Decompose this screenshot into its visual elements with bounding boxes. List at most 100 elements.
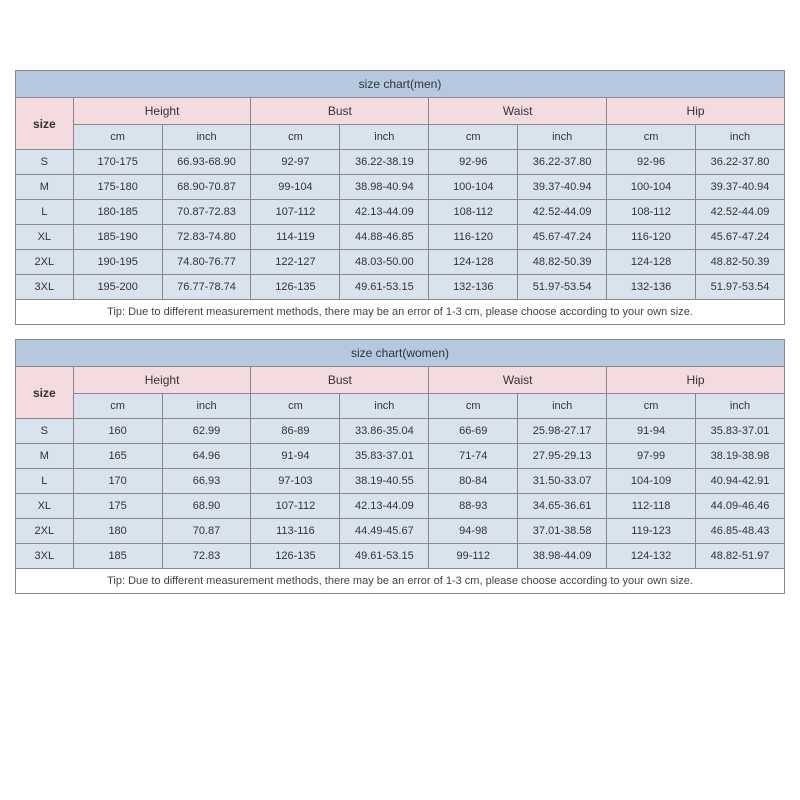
measurement-cell: 99-104 <box>251 175 340 200</box>
size-label: S <box>16 419 74 444</box>
table-row: M16564.9691-9435.83-37.0171-7427.95-29.1… <box>16 444 785 469</box>
measurement-cell: 107-112 <box>251 200 340 225</box>
measurement-cell: 38.19-38.98 <box>696 444 785 469</box>
table-row: L17066.9397-10338.19-40.5580-8431.50-33.… <box>16 469 785 494</box>
table-row: M175-18068.90-70.8799-10438.98-40.94100-… <box>16 175 785 200</box>
table-row: 2XL18070.87113-11644.49-45.6794-9837.01-… <box>16 519 785 544</box>
measurement-cell: 70.87 <box>162 519 251 544</box>
size-label: XL <box>16 494 74 519</box>
measurement-cell: 64.96 <box>162 444 251 469</box>
size-label: XL <box>16 225 74 250</box>
measurement-header: Height <box>73 367 251 394</box>
measurement-cell: 37.01-38.58 <box>518 519 607 544</box>
measurement-cell: 104-109 <box>607 469 696 494</box>
table-row: 3XL18572.83126-13549.61-53.1599-11238.98… <box>16 544 785 569</box>
measurement-cell: 170-175 <box>73 150 162 175</box>
measurement-cell: 44.09-46.46 <box>696 494 785 519</box>
unit-cm: cm <box>429 125 518 150</box>
measurement-cell: 80-84 <box>429 469 518 494</box>
measurement-cell: 72.83-74.80 <box>162 225 251 250</box>
measurement-cell: 124-128 <box>429 250 518 275</box>
unit-cm: cm <box>73 125 162 150</box>
measurement-cell: 34.65-36.61 <box>518 494 607 519</box>
measurement-cell: 42.52-44.09 <box>696 200 785 225</box>
measurement-cell: 175-180 <box>73 175 162 200</box>
measurement-cell: 49.61-53.15 <box>340 544 429 569</box>
measurement-cell: 42.52-44.09 <box>518 200 607 225</box>
tip-text: Tip: Due to different measurement method… <box>16 300 785 325</box>
unit-inch: inch <box>518 394 607 419</box>
unit-cm: cm <box>251 125 340 150</box>
measurement-cell: 180-185 <box>73 200 162 225</box>
measurement-cell: 185 <box>73 544 162 569</box>
measurement-cell: 190-195 <box>73 250 162 275</box>
measurement-cell: 92-96 <box>607 150 696 175</box>
measurement-cell: 38.19-40.55 <box>340 469 429 494</box>
unit-cm: cm <box>607 394 696 419</box>
measurement-cell: 48.82-50.39 <box>696 250 785 275</box>
measurement-cell: 132-136 <box>429 275 518 300</box>
measurement-cell: 25.98-27.17 <box>518 419 607 444</box>
table-gap <box>15 325 785 339</box>
measurement-cell: 48.03-50.00 <box>340 250 429 275</box>
measurement-cell: 94-98 <box>429 519 518 544</box>
table-row: XL17568.90107-11242.13-44.0988-9334.65-3… <box>16 494 785 519</box>
unit-inch: inch <box>340 125 429 150</box>
measurement-cell: 38.98-40.94 <box>340 175 429 200</box>
measurement-cell: 27.95-29.13 <box>518 444 607 469</box>
size-label: 2XL <box>16 250 74 275</box>
measurement-cell: 97-99 <box>607 444 696 469</box>
measurement-cell: 36.22-37.80 <box>696 150 785 175</box>
size-label: M <box>16 175 74 200</box>
measurement-cell: 45.67-47.24 <box>518 225 607 250</box>
measurement-header: Waist <box>429 367 607 394</box>
measurement-cell: 74.80-76.77 <box>162 250 251 275</box>
size-label: L <box>16 469 74 494</box>
chart-title: size chart(women) <box>16 340 785 367</box>
table-row: S16062.9986-8933.86-35.0466-6925.98-27.1… <box>16 419 785 444</box>
measurement-cell: 51.97-53.54 <box>518 275 607 300</box>
size-label: M <box>16 444 74 469</box>
size-chart-table: size chart(women)sizeHeightBustWaistHipc… <box>15 339 785 594</box>
measurement-cell: 195-200 <box>73 275 162 300</box>
measurement-cell: 114-119 <box>251 225 340 250</box>
measurement-cell: 97-103 <box>251 469 340 494</box>
unit-inch: inch <box>162 394 251 419</box>
measurement-cell: 72.83 <box>162 544 251 569</box>
measurement-cell: 108-112 <box>607 200 696 225</box>
measurement-cell: 51.97-53.54 <box>696 275 785 300</box>
measurement-cell: 88-93 <box>429 494 518 519</box>
measurement-cell: 36.22-37.80 <box>518 150 607 175</box>
measurement-cell: 36.22-38.19 <box>340 150 429 175</box>
measurement-cell: 40.94-42.91 <box>696 469 785 494</box>
unit-cm: cm <box>607 125 696 150</box>
measurement-cell: 38.98-44.09 <box>518 544 607 569</box>
measurement-header: Height <box>73 98 251 125</box>
measurement-header: Bust <box>251 367 429 394</box>
measurement-cell: 66.93-68.90 <box>162 150 251 175</box>
size-charts-page: size chart(men)sizeHeightBustWaistHipcmi… <box>0 0 800 800</box>
measurement-cell: 62.99 <box>162 419 251 444</box>
unit-inch: inch <box>518 125 607 150</box>
size-label: 3XL <box>16 275 74 300</box>
measurement-cell: 126-135 <box>251 544 340 569</box>
measurement-cell: 42.13-44.09 <box>340 494 429 519</box>
size-label: 2XL <box>16 519 74 544</box>
measurement-cell: 48.82-51.97 <box>696 544 785 569</box>
measurement-header: Waist <box>429 98 607 125</box>
measurement-cell: 132-136 <box>607 275 696 300</box>
unit-cm: cm <box>251 394 340 419</box>
unit-inch: inch <box>696 394 785 419</box>
measurement-header: Hip <box>607 98 785 125</box>
measurement-cell: 48.82-50.39 <box>518 250 607 275</box>
table-row: 2XL190-19574.80-76.77122-12748.03-50.001… <box>16 250 785 275</box>
measurement-cell: 39.37-40.94 <box>696 175 785 200</box>
measurement-cell: 122-127 <box>251 250 340 275</box>
measurement-cell: 92-96 <box>429 150 518 175</box>
measurement-cell: 71-74 <box>429 444 518 469</box>
measurement-cell: 126-135 <box>251 275 340 300</box>
size-label: S <box>16 150 74 175</box>
measurement-cell: 124-128 <box>607 250 696 275</box>
chart-title: size chart(men) <box>16 71 785 98</box>
measurement-cell: 175 <box>73 494 162 519</box>
